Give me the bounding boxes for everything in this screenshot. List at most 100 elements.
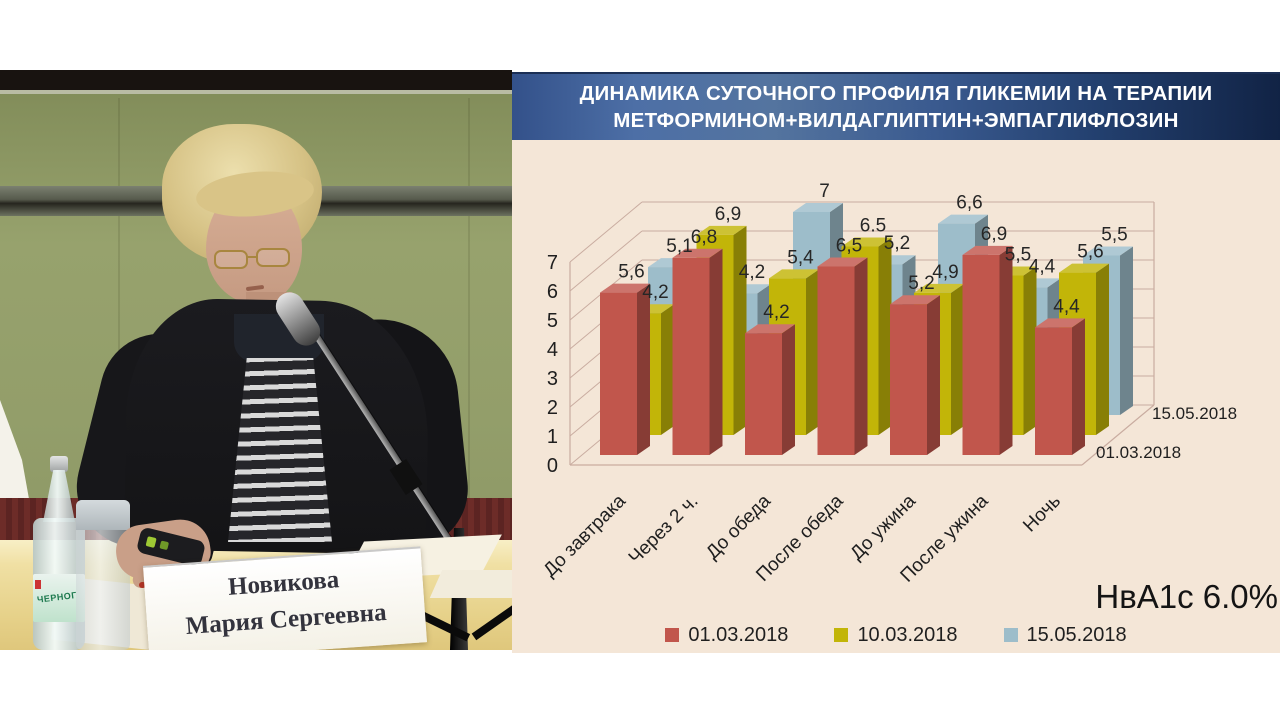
bar-top-s0-c4 <box>890 295 940 305</box>
bar-data-label: 6,9 <box>981 224 1007 245</box>
fingernail <box>139 582 146 588</box>
bar-side-s1-c1 <box>733 225 747 435</box>
depth-axis-label: 15.05.2018 <box>1152 404 1237 423</box>
bar-data-label: 5,1 <box>666 236 692 257</box>
glasses-right-lens <box>256 248 290 267</box>
glasses-bridge <box>246 256 258 258</box>
chart-legend: 01.03.2018 10.03.2018 15.05.2018 <box>512 622 1280 648</box>
striped-shirt <box>228 358 332 542</box>
bar-top-s2-c2 <box>793 203 843 212</box>
legend-label: 15.05.2018 <box>1026 623 1127 646</box>
bar-side-s1-c6 <box>1096 263 1109 435</box>
bar-s0-c3 <box>817 266 855 455</box>
glasses-left-lens <box>214 250 248 269</box>
glycemia-chart: 0 1 2 3 4 5 6 7 5,6 6,8 4,2 6,5 5,2 6,9 4,4 4,2 6,9 5,4 6.… <box>540 181 1238 587</box>
speaker-nameplate: Новикова Мария Сергеевна <box>142 546 428 650</box>
gridline-diagonal <box>569 230 643 292</box>
bar-data-label: 5,2 <box>884 233 910 254</box>
y-tick-label: 3 <box>547 368 558 390</box>
presentation-slide: ДИНАМИКА СУТОЧНОГО ПРОФИЛЯ ГЛИКЕМИИ НА Т… <box>512 0 1280 720</box>
bar-top-s1-c2 <box>769 269 819 279</box>
bar-data-label: 4,2 <box>739 262 765 283</box>
bar-s0-c6 <box>1035 327 1072 455</box>
bar-s0-c2 <box>745 333 782 455</box>
bar-s0-c1 <box>672 257 710 455</box>
remote-button <box>145 536 157 548</box>
legend-swatch <box>665 628 680 642</box>
category-label: Ночь <box>1019 491 1065 537</box>
bar-data-label: 4,4 <box>1029 256 1056 277</box>
category-label: До завтрака <box>540 490 631 581</box>
bar-side-s1-c0 <box>661 304 674 435</box>
bar-s0-c0 <box>600 292 637 455</box>
gridline-diagonal <box>569 201 643 263</box>
bottle-cap <box>50 456 68 472</box>
y-tick-label: 2 <box>547 397 558 419</box>
bar-data-label: 4,2 <box>642 282 668 303</box>
bar-side-s1-c4 <box>951 283 964 435</box>
bar-side-s1-c5 <box>1023 266 1037 435</box>
wall-seam <box>118 98 120 498</box>
bar-data-label: 6,9 <box>715 204 741 225</box>
y-tick-label: 7 <box>547 252 558 274</box>
bar-side-s0-c5 <box>999 245 1013 455</box>
bar-top-s0-c3 <box>817 257 868 267</box>
bar-top-s0-c6 <box>1035 318 1085 328</box>
paper-sheet <box>429 570 512 598</box>
category-label: До обеда <box>702 490 775 563</box>
y-tick-label: 5 <box>547 310 558 332</box>
bar-side-s0-c4 <box>927 295 940 455</box>
y-tick-label: 0 <box>547 455 558 477</box>
remote-button <box>159 540 170 551</box>
slide-title-line1: ДИНАМИКА СУТОЧНОГО ПРОФИЛЯ ГЛИКЕМИИ НА Т… <box>579 82 1213 105</box>
bar-top-s1-c6 <box>1059 263 1109 273</box>
bar-side-s0-c0 <box>637 283 650 455</box>
bar-top-s0-c0 <box>600 283 650 293</box>
bar-data-label: 4,4 <box>1053 296 1080 317</box>
floor-right-edge <box>1081 404 1155 466</box>
bottle-neck <box>43 470 75 522</box>
slide-title-band: ДИНАМИКА СУТОЧНОГО ПРОФИЛЯ ГЛИКЕМИИ НА Т… <box>512 72 1280 140</box>
bar-s0-c5 <box>962 254 1000 455</box>
bar-data-label: 6.5 <box>860 216 886 237</box>
bar-top-s2-c4 <box>938 214 988 224</box>
bar-data-label: 4,9 <box>932 262 958 283</box>
bar-s0-c4 <box>890 304 927 455</box>
y-tick-label: 1 <box>547 426 558 448</box>
legend-swatch <box>834 628 849 642</box>
drinking-glass <box>76 500 130 650</box>
wall-top-bar <box>0 70 512 94</box>
legend-item: 15.05.2018 <box>1003 622 1127 648</box>
bar-data-label: 5,5 <box>1101 225 1127 246</box>
legend-label: 01.03.2018 <box>688 623 789 646</box>
bar-side-s0-c3 <box>854 257 868 455</box>
legend-item: 01.03.2018 <box>665 622 788 648</box>
wall-seam <box>468 98 470 498</box>
bar-data-label: 5,4 <box>787 247 814 268</box>
bar-data-label: 6,8 <box>691 227 717 248</box>
bar-data-label: 5,6 <box>618 262 644 283</box>
bar-data-label: 5,2 <box>908 273 934 294</box>
bar-top-s0-c2 <box>745 324 795 334</box>
legend-item: 10.03.2018 <box>834 622 958 648</box>
hba1c-annotation: НвА1с 6.0% <box>1095 578 1278 615</box>
bar-data-label: 5,6 <box>1077 242 1103 263</box>
legend-swatch <box>1003 628 1018 642</box>
bar-side-s0-c1 <box>709 248 723 455</box>
legend-label: 10.03.2018 <box>857 623 958 646</box>
depth-axis-label: 01.03.2018 <box>1096 443 1181 462</box>
bar-data-label: 5,5 <box>1005 245 1031 266</box>
slide-title-line2: МЕТФОРМИНОМ+ВИЛДАГЛИПТИН+ЭМПАГЛИФЛОЗИН <box>613 109 1179 132</box>
bar-side-s2-c6 <box>1120 246 1133 415</box>
bottle-label-logo <box>35 580 41 589</box>
bar-top-s1-c1 <box>696 225 747 235</box>
category-label: До ужина <box>846 490 920 564</box>
speaker-photo: ЧЕРНОГ Новикова Мария Сергеевна <box>0 70 512 650</box>
y-tick-label: 6 <box>547 281 558 303</box>
bar-top-s0-c1 <box>672 248 723 258</box>
bar-side-s0-c2 <box>782 324 795 455</box>
bar-data-label: 6,5 <box>836 236 862 257</box>
bar-top-s0-c5 <box>962 245 1013 255</box>
y-tick-label: 4 <box>547 339 558 361</box>
